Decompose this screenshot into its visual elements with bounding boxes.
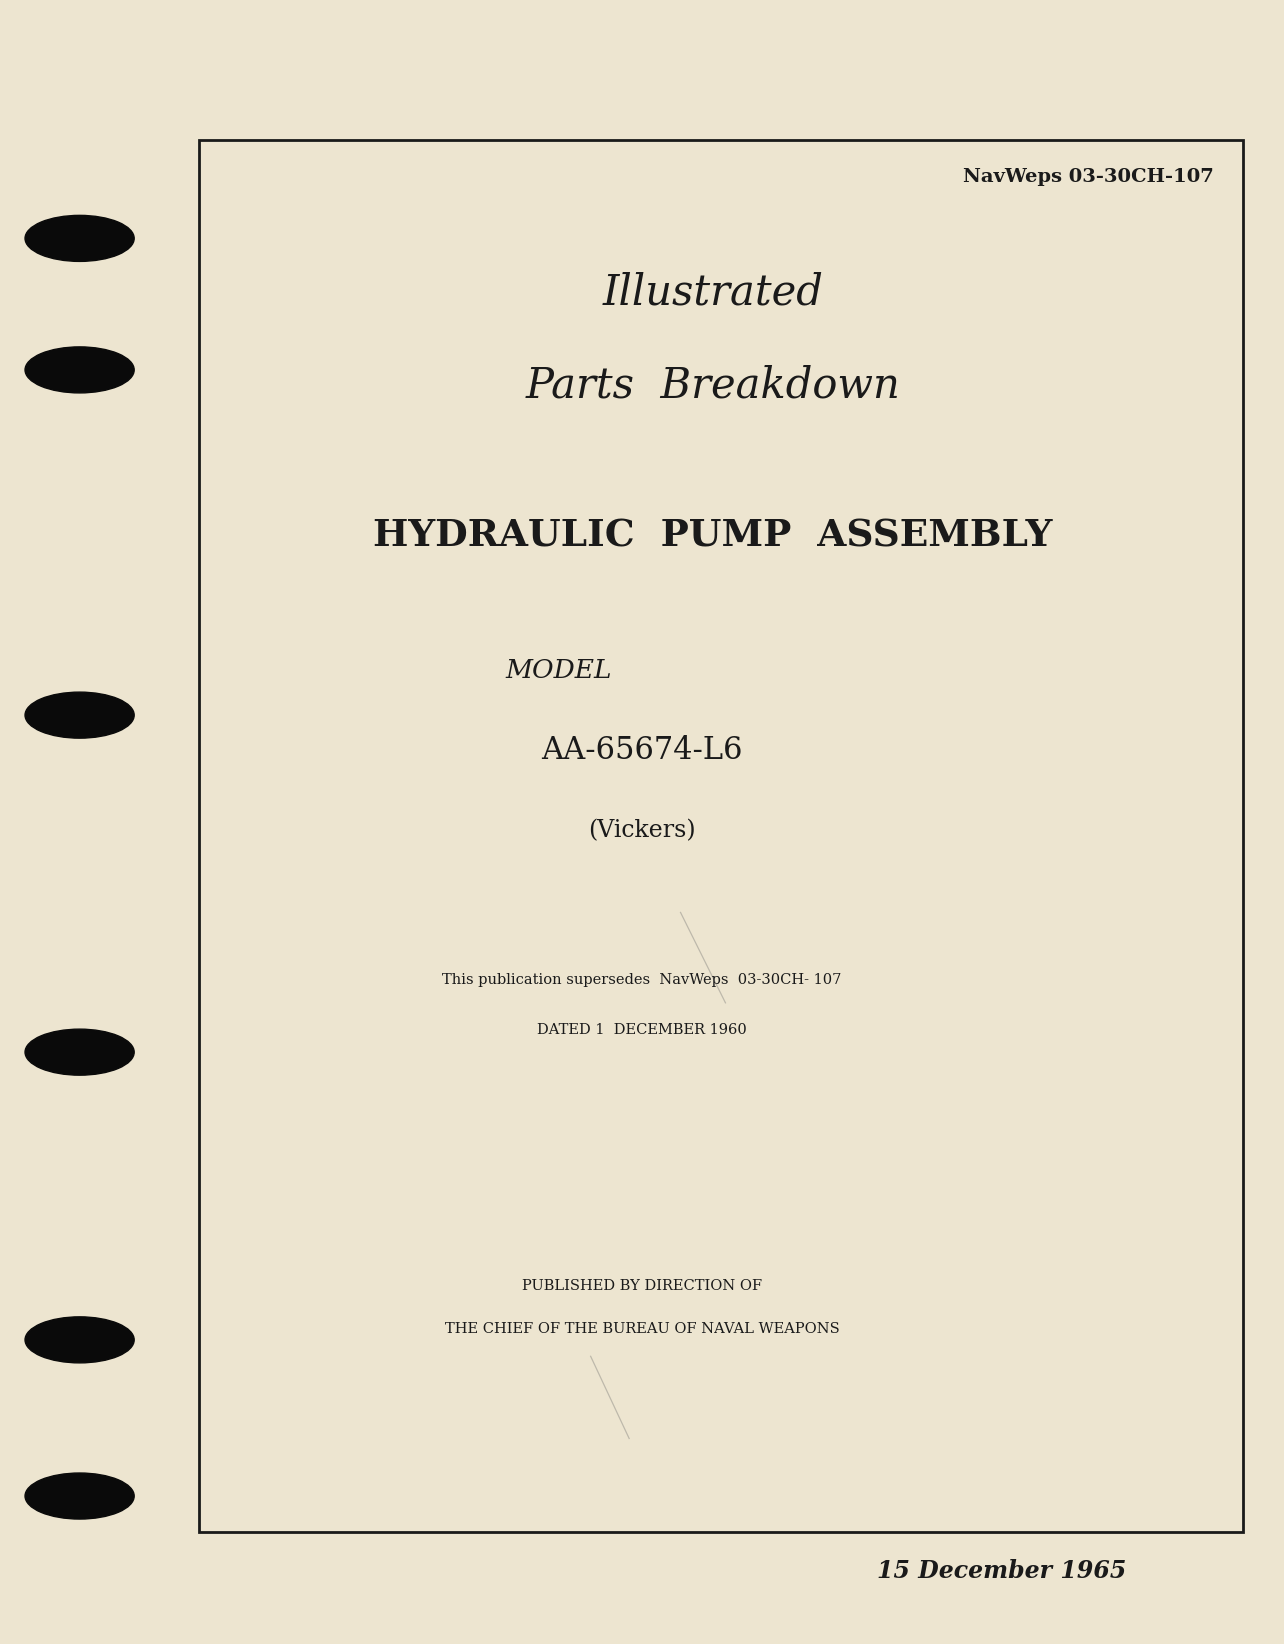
Text: (Vickers): (Vickers) xyxy=(588,819,696,842)
Ellipse shape xyxy=(24,1473,134,1519)
Ellipse shape xyxy=(24,347,134,393)
Ellipse shape xyxy=(24,215,134,261)
Text: HYDRAULIC  PUMP  ASSEMBLY: HYDRAULIC PUMP ASSEMBLY xyxy=(372,518,1053,556)
Text: MODEL: MODEL xyxy=(506,658,611,682)
Ellipse shape xyxy=(24,1317,134,1363)
Ellipse shape xyxy=(24,692,134,738)
Text: NavWeps 03-30CH-107: NavWeps 03-30CH-107 xyxy=(963,168,1213,186)
Text: THE CHIEF OF THE BUREAU OF NAVAL WEAPONS: THE CHIEF OF THE BUREAU OF NAVAL WEAPONS xyxy=(444,1322,840,1337)
Ellipse shape xyxy=(24,1029,134,1075)
Text: DATED 1  DECEMBER 1960: DATED 1 DECEMBER 1960 xyxy=(537,1023,747,1037)
Text: 15 December 1965: 15 December 1965 xyxy=(877,1559,1126,1583)
Text: AA-65674-L6: AA-65674-L6 xyxy=(542,735,742,766)
Text: Parts  Breakdown: Parts Breakdown xyxy=(525,365,900,408)
Bar xyxy=(199,140,1243,1532)
Text: This publication supersedes  NavWeps  03-30CH- 107: This publication supersedes NavWeps 03-3… xyxy=(442,973,842,988)
Text: PUBLISHED BY DIRECTION OF: PUBLISHED BY DIRECTION OF xyxy=(521,1279,763,1294)
Text: Illustrated: Illustrated xyxy=(602,271,823,314)
